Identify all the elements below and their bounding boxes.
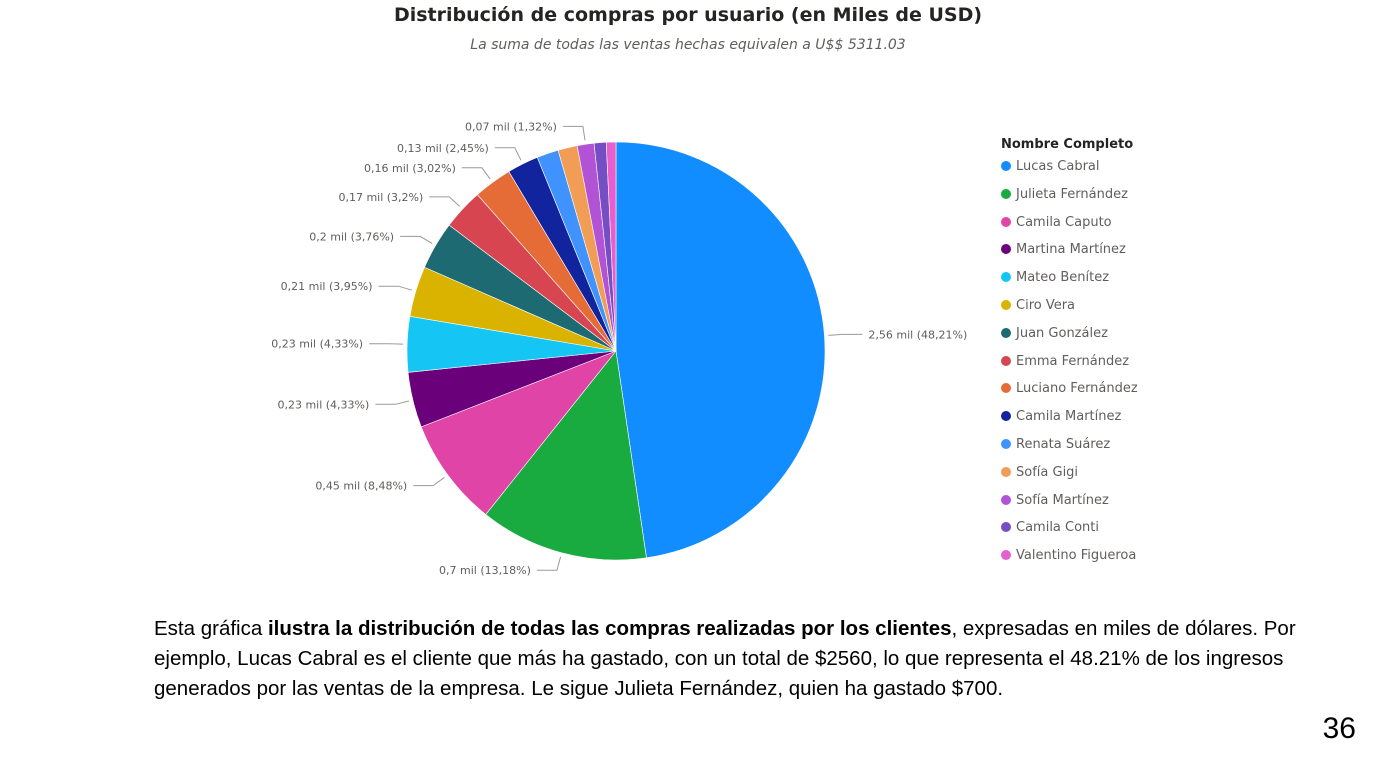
leader-line [536,556,562,571]
leader-line [378,285,413,291]
legend-item[interactable]: Luciano Fernández [1001,380,1138,398]
data-label: 0,7 mil (13,18%) [439,564,531,577]
data-label: 0,23 mil (4,33%) [271,338,363,351]
description-bold: ilustra la distribución de todas las com… [267,617,952,640]
legend-item[interactable]: Juan González [1001,325,1108,343]
legend-marker-icon [1001,188,1011,199]
leader-line [375,400,410,405]
data-label: 0,13 mil (2,45%) [397,142,489,155]
data-label: 0,45 mil (8,48%) [315,480,407,493]
legend-item[interactable]: Julieta Fernández [1001,186,1128,204]
legend-label: Emma Fernández [1016,353,1130,369]
leader-line [400,235,433,244]
leader-line [494,147,522,161]
legend-item[interactable]: Camila Caputo [1001,214,1112,232]
legend-item[interactable]: Ciro Vera [1001,297,1075,315]
legend-item[interactable]: Camila Martínez [1001,408,1121,426]
data-label: 0,2 mil (3,76%) [309,230,394,243]
legend-marker-icon [1001,161,1011,171]
leader-line [413,476,445,487]
legend-label: Juan González [1016,325,1108,341]
legend-marker-icon [1001,244,1011,255]
legend-marker-icon [1001,522,1011,533]
legend-label: Sofía Martínez [1016,492,1109,508]
data-label: 0,16 mil (3,02%) [364,162,456,175]
legend-item[interactable]: Valentino Figueroa [1001,547,1136,565]
legend-item[interactable]: Martina Martínez [1001,241,1126,259]
legend-marker-icon [1001,439,1011,449]
legend-item[interactable]: Sofía Gigi [1001,464,1078,482]
data-label: 0,07 mil (1,32%) [465,120,557,133]
legend-marker-icon [1001,383,1011,394]
legend-item[interactable]: Mateo Benítez [1001,269,1109,287]
legend-marker-icon [1001,216,1011,227]
pie-chart: 2,56 mil (48,21%) 0,7 mil (13,18%) 0,45 mi… [271,120,967,577]
legend-label: Luciano Fernández [1016,381,1138,397]
pie-slice[interactable] [420,350,617,515]
legend-marker-icon [1001,466,1011,477]
legend-label: Ciro Vera [1016,298,1076,313]
page-number: 36 [1322,712,1356,745]
legend-label: Camila Martínez [1016,409,1122,425]
legend-label: Lucas Cabral [1016,159,1100,174]
chart-subtitle: La suma de todas las ventas hechas equiv… [470,37,906,53]
legend-marker-icon [1001,300,1011,310]
legend-label: Camila Conti [1016,520,1100,536]
legend-item[interactable]: Lucas Cabral [1001,158,1100,176]
description-text: Esta gráfica ilustra la distribución de … [154,614,1304,704]
pie-slice[interactable] [485,350,647,561]
legend-marker-icon [1001,272,1011,283]
legend-marker-icon [1001,355,1011,366]
leader-line [461,167,491,180]
leader-line [562,125,586,141]
legend-marker-icon [1001,550,1011,561]
legend: Nombre Completo Lucas Cabral Julieta Fern… [1001,134,1138,563]
legend-label: Sofía Gigi [1016,464,1079,480]
description-rest: , expresadas en miles de dólares. Por ej… [154,617,1296,700]
pie-slice[interactable] [615,141,826,559]
data-label: 2,56 mil (48,21%) [868,328,967,341]
legend-marker-icon [1001,327,1011,338]
legend-item[interactable]: Renata Suárez [1001,436,1110,454]
description-intro: Esta gráfica [154,617,268,640]
data-label: 0,23 mil (4,33%) [277,398,369,411]
legend-marker-icon [1001,494,1011,505]
legend-title: Nombre Completo [1001,137,1134,152]
legend-label: Renata Suárez [1016,437,1111,452]
leader-line [828,333,863,336]
chart-title: Distribución de compras por usuario (en … [393,4,983,26]
data-label: 0,21 mil (3,95%) [281,280,373,293]
legend-marker-icon [1001,411,1011,422]
legend-label: Julieta Fernández [1016,186,1128,202]
leader-line [429,196,460,207]
pie-slice[interactable] [605,141,617,352]
legend-label: Mateo Benítez [1016,270,1110,286]
data-label: 0,17 mil (3,2%) [338,191,423,204]
legend-label: Martina Martínez [1016,242,1126,258]
legend-item[interactable]: Sofía Martínez [1001,492,1109,510]
legend-label: Camila Caputo [1016,214,1112,230]
legend-label: Valentino Figueroa [1016,548,1137,564]
legend-item[interactable]: Emma Fernández [1001,353,1129,371]
legend-item[interactable]: Camila Conti [1001,519,1099,537]
